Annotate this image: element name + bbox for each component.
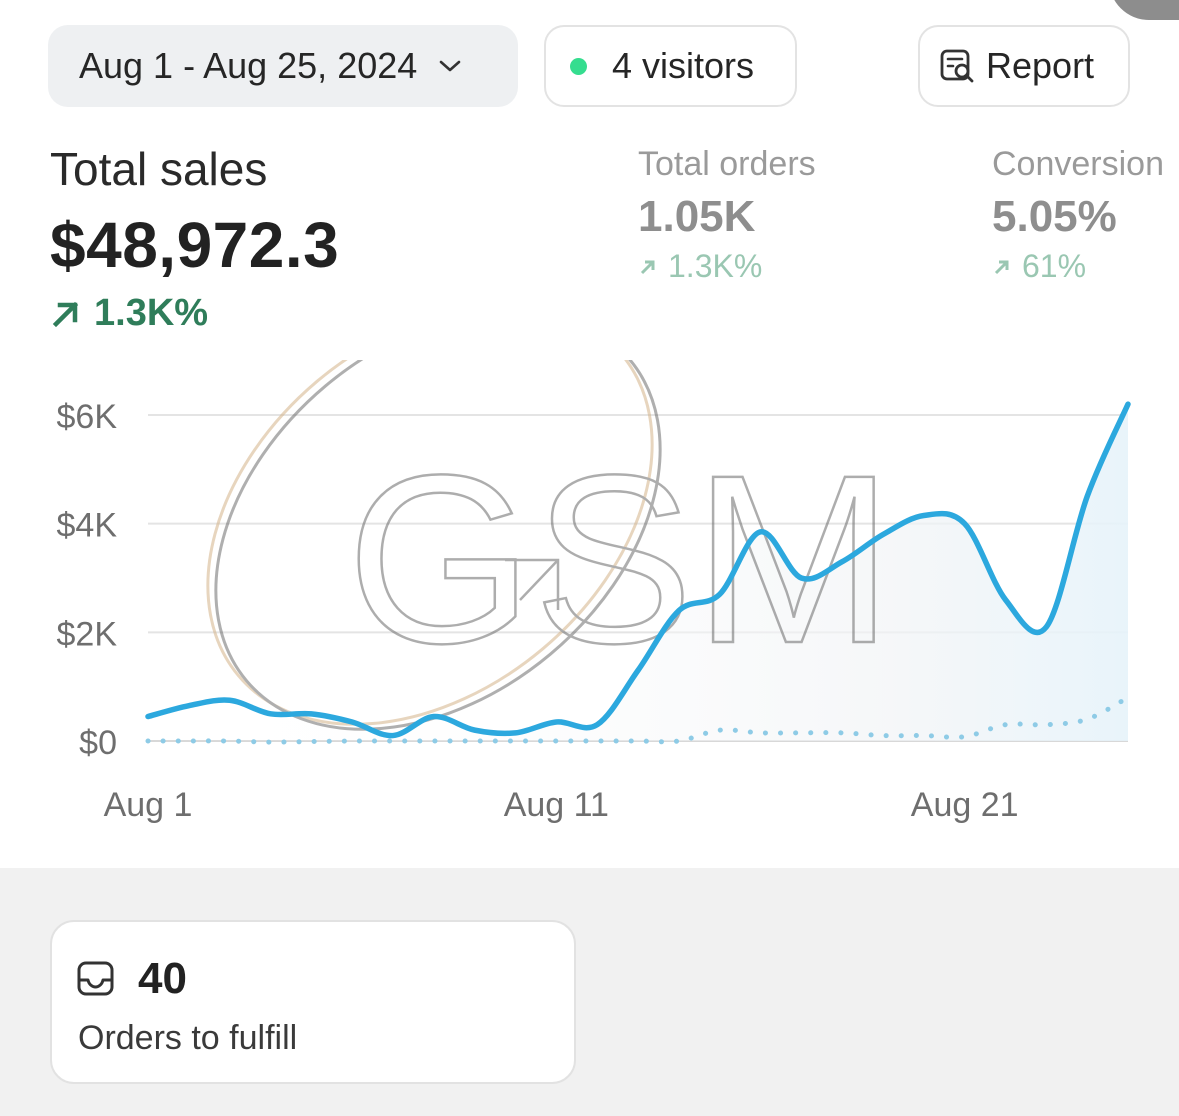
report-button[interactable]: Report <box>918 25 1130 107</box>
conversion-metric[interactable]: Conversion 5.05% 61% <box>992 145 1164 285</box>
chart-labels: $0 $2K $4K $6K Aug 1 Aug 11 Aug 21 <box>57 398 1019 824</box>
chart-area-fill <box>148 404 1128 741</box>
bottom-panel: 40 Orders to fulfill <box>0 868 1179 1116</box>
total-orders-value: 1.05K <box>638 192 756 241</box>
watermark-text: GSM <box>347 425 894 693</box>
arrow-up-right-icon <box>994 260 1009 274</box>
total-orders-label: Total orders <box>638 145 816 183</box>
conversion-change: 61% <box>992 248 1164 285</box>
live-visitors-button[interactable]: 4 visitors <box>544 25 797 107</box>
total-orders-change: 1.3K% <box>638 248 816 285</box>
live-status-dot <box>570 57 587 75</box>
orders-to-fulfill-card[interactable]: 40 Orders to fulfill <box>50 920 576 1084</box>
fulfill-count: 40 <box>138 954 187 1003</box>
y-tick-label: $6K <box>57 398 118 436</box>
arrow-up-right-icon <box>52 301 79 327</box>
report-search-icon <box>940 49 974 83</box>
conversion-label: Conversion <box>992 145 1164 183</box>
date-range-button[interactable]: Aug 1 - Aug 25, 2024 <box>48 25 518 107</box>
arrow-up-right-icon <box>640 260 655 274</box>
inbox-tray-icon <box>77 961 114 996</box>
chevron-down-icon <box>439 60 461 72</box>
total-sales-metric[interactable]: Total sales $48,972.3 1.3K% <box>50 142 339 335</box>
chart-marks <box>145 401 1131 745</box>
total-sales-change-value: 1.3K% <box>94 292 209 334</box>
total-orders-change-value: 1.3K% <box>668 248 763 284</box>
series-line-current <box>145 401 1131 739</box>
corner-overlay <box>1109 0 1179 20</box>
total-sales-label: Total sales <box>50 143 268 195</box>
x-tick-label: Aug 11 <box>504 786 609 824</box>
fulfill-label: Orders to fulfill <box>78 1019 298 1057</box>
total-orders-metric[interactable]: Total orders 1.05K 1.3K% <box>638 145 816 285</box>
report-label: Report <box>986 45 1095 86</box>
y-tick-label: $4K <box>57 507 118 545</box>
date-range-label: Aug 1 - Aug 25, 2024 <box>79 45 418 86</box>
top-bar: Aug 1 - Aug 25, 2024 4 visitors Report <box>0 0 1179 110</box>
y-tick-label: $0 <box>79 724 117 762</box>
sales-chart[interactable]: GSM $0 $2K $4K $6K Aug 1 Aug 11 Aug 21 <box>0 360 1179 840</box>
fulfill-count-row: 40 <box>76 954 187 1004</box>
watermark-logo: GSM <box>206 360 895 731</box>
conversion-change-value: 61% <box>1022 248 1087 284</box>
y-tick-label: $2K <box>57 615 118 653</box>
total-sales-value: $48,972.3 <box>50 209 340 281</box>
x-tick-label: Aug 1 <box>104 786 193 824</box>
total-sales-change: 1.3K% <box>50 292 339 335</box>
visitors-label: 4 visitors <box>612 45 755 86</box>
x-tick-label: Aug 21 <box>911 786 1019 824</box>
conversion-value: 5.05% <box>992 192 1117 241</box>
